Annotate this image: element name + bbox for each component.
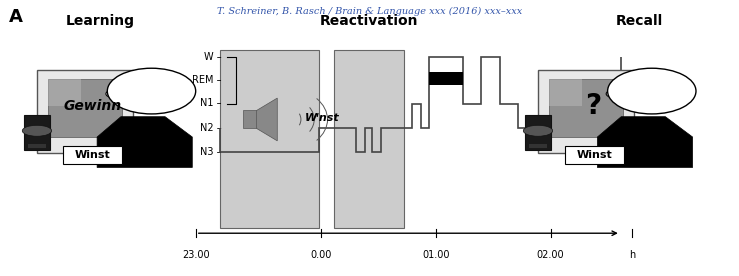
Bar [27, 144, 47, 148]
Bar [548, 79, 582, 105]
Text: h: h [629, 250, 635, 260]
Polygon shape [97, 117, 192, 168]
Text: Wᴵnst: Wᴵnst [304, 113, 339, 123]
Bar [429, 72, 463, 85]
Bar [334, 50, 404, 228]
Circle shape [523, 125, 553, 136]
Text: Reactivation: Reactivation [320, 14, 419, 28]
Ellipse shape [107, 68, 196, 114]
Text: 01.00: 01.00 [422, 250, 450, 260]
Bar [24, 115, 50, 150]
Bar [243, 110, 256, 128]
Text: Gewinn: Gewinn [64, 99, 121, 113]
Bar [47, 79, 123, 137]
Bar [63, 146, 122, 163]
Text: 02.00: 02.00 [537, 250, 565, 260]
Bar [548, 79, 624, 137]
Text: Learning: Learning [65, 14, 134, 28]
Text: W –: W – [204, 52, 222, 62]
Text: T. Schreiner, B. Rasch / Brain & Language xxx (2016) xxx–xxx: T. Schreiner, B. Rasch / Brain & Languag… [217, 7, 522, 16]
Bar [565, 146, 624, 163]
Text: Winst: Winst [576, 150, 612, 160]
Text: N2 –: N2 – [200, 123, 222, 133]
Text: 23.00: 23.00 [182, 250, 210, 260]
Text: 0.00: 0.00 [311, 250, 332, 260]
Text: Recall: Recall [616, 14, 663, 28]
Text: N1 –: N1 – [200, 99, 222, 108]
Bar [220, 50, 319, 228]
Text: N3 –: N3 – [200, 147, 222, 157]
Bar [528, 144, 548, 148]
Text: ?: ? [585, 92, 602, 120]
Text: REM –: REM – [192, 75, 222, 85]
Circle shape [22, 125, 52, 136]
Polygon shape [256, 98, 277, 141]
Polygon shape [597, 117, 692, 168]
Bar [525, 115, 551, 150]
Ellipse shape [106, 91, 116, 97]
Ellipse shape [607, 68, 696, 114]
Ellipse shape [606, 91, 616, 97]
Bar [538, 70, 634, 153]
Bar [47, 79, 81, 105]
Bar [37, 70, 133, 153]
Text: Winst: Winst [75, 150, 110, 160]
Text: A: A [9, 8, 23, 26]
